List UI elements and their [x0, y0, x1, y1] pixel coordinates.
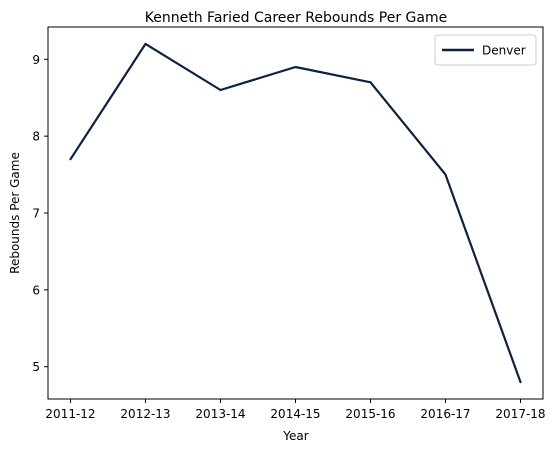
x-tick-label: 2012-13: [120, 407, 170, 421]
x-tick-label: 2015-16: [345, 407, 395, 421]
y-tick-label: 6: [32, 283, 40, 297]
legend: Denver: [434, 34, 537, 66]
x-tick-label: 2014-15: [270, 407, 320, 421]
plot-frame: [47, 26, 544, 400]
chart-title: Kenneth Faried Career Rebounds Per Game: [145, 10, 447, 26]
x-axis: 2011-12 2012-13 2013-14 2014-15 2015-16 2016-…: [45, 399, 546, 421]
y-tick-label: 8: [32, 130, 40, 144]
series-layer: [69, 42, 522, 384]
x-tick-label: 2017-18: [495, 407, 545, 421]
y-axis: 5 6 7 8 9: [32, 53, 48, 374]
legend-box: [434, 34, 537, 66]
y-tick-label: 9: [32, 53, 40, 67]
x-tick-label: 2013-14: [195, 407, 245, 421]
x-tick-label: 2016-17: [420, 407, 470, 421]
y-tick-label: 5: [32, 360, 40, 374]
y-tick-label: 7: [32, 207, 40, 221]
y-axis-label: Rebounds Per Game: [8, 152, 22, 274]
legend-label: Denver: [482, 44, 526, 58]
series-line: [69, 42, 522, 384]
x-tick-label: 2011-12: [45, 407, 95, 421]
x-axis-label: Year: [282, 429, 308, 443]
